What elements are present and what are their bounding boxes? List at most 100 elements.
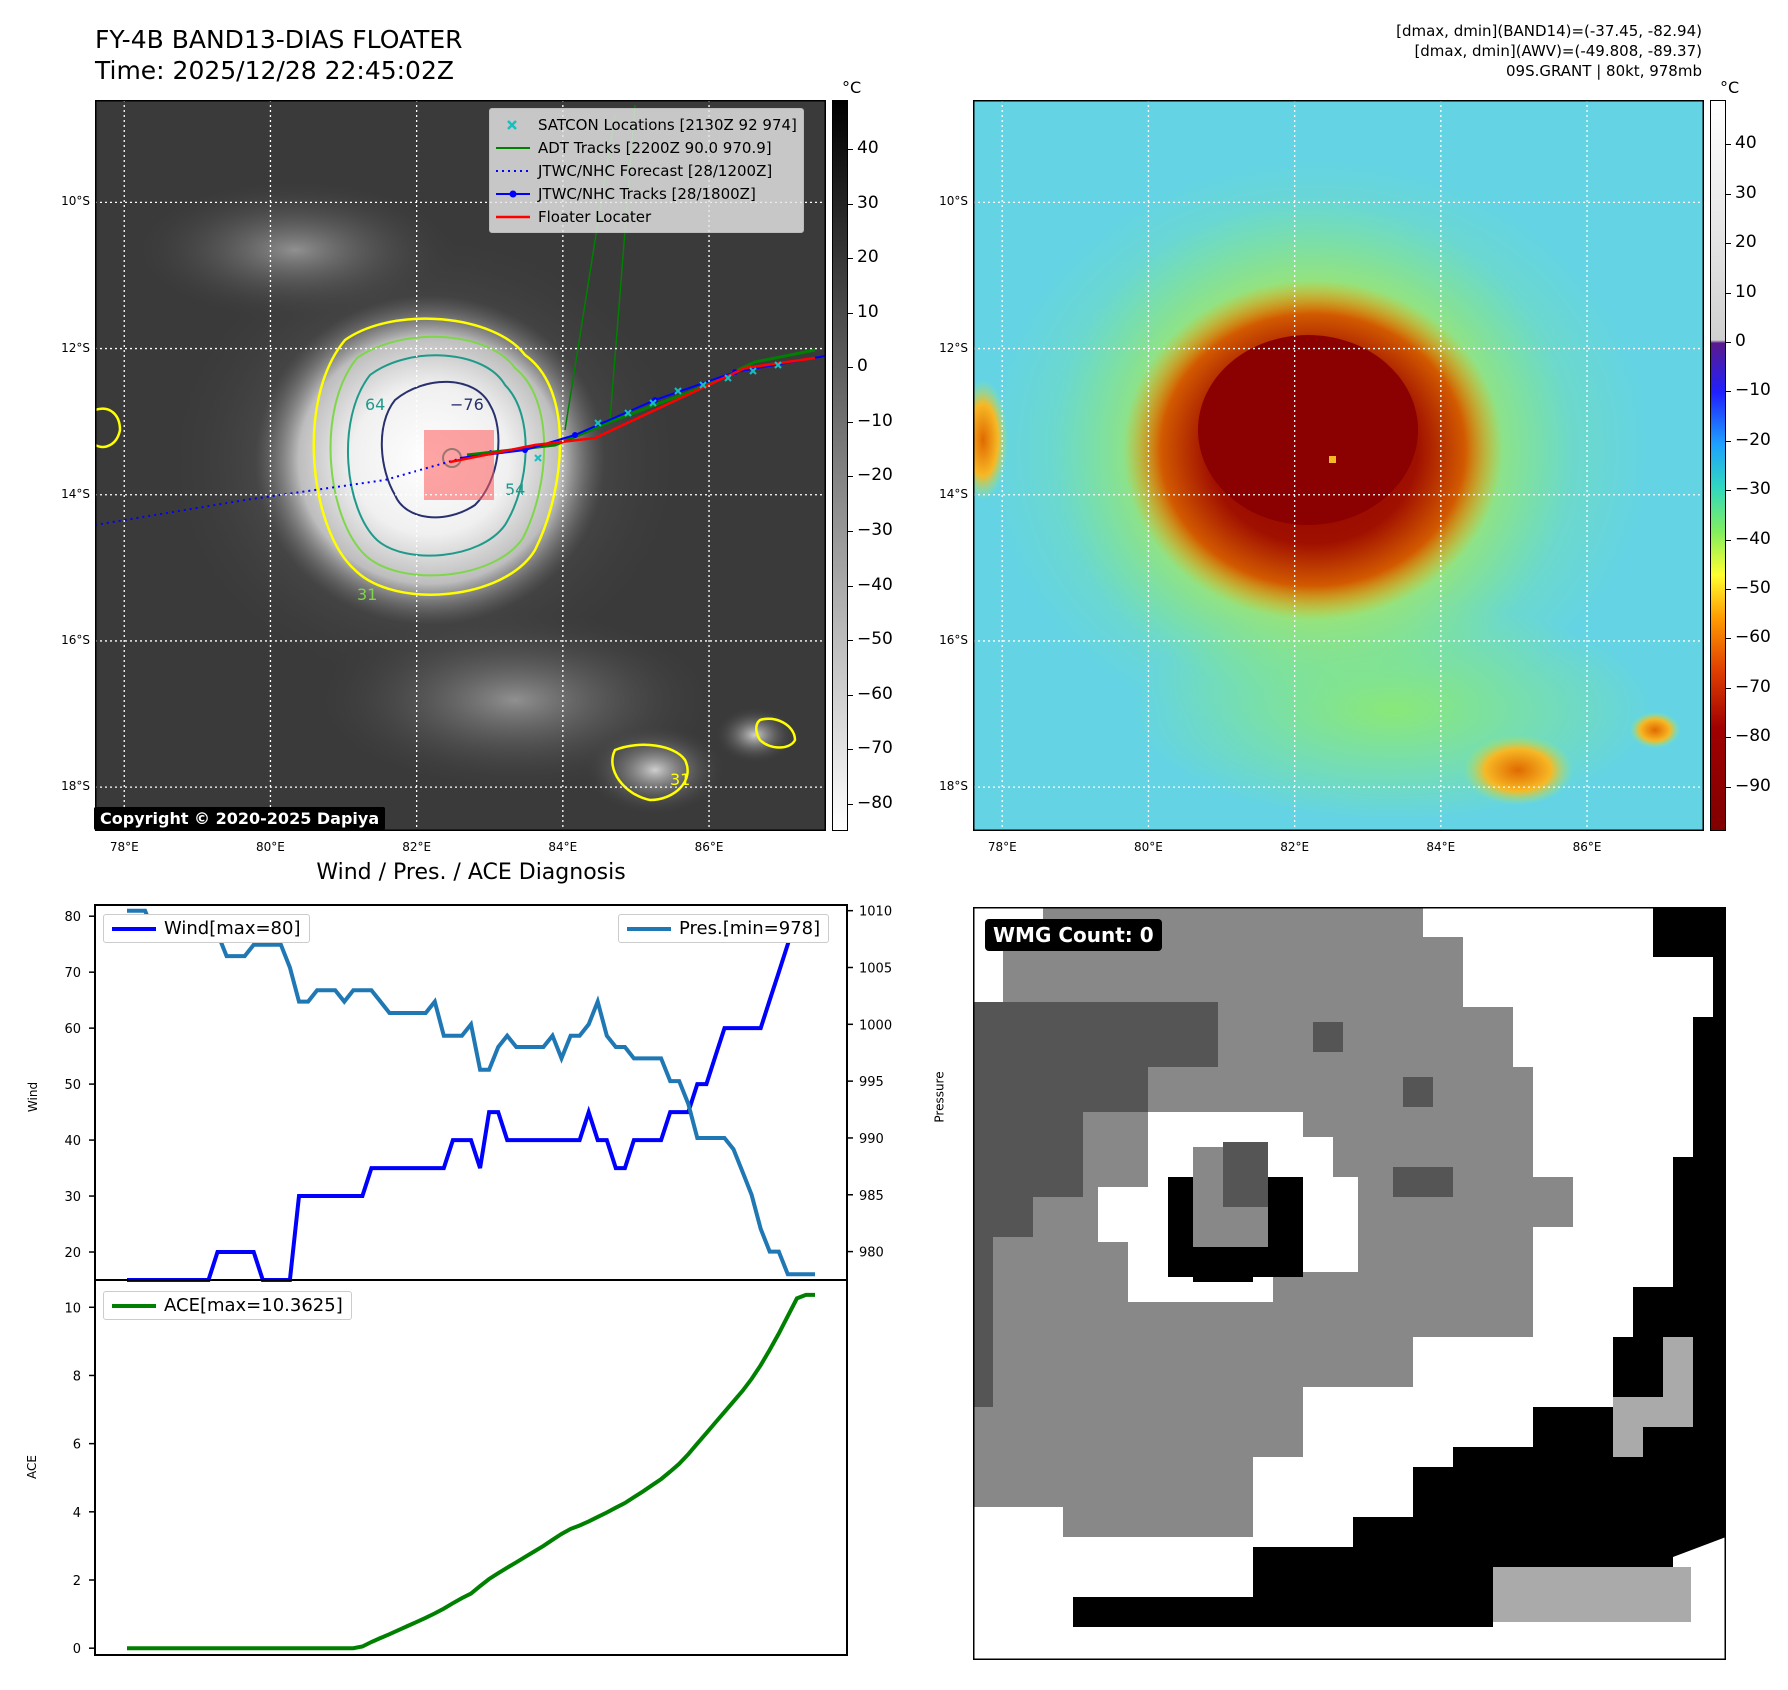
wind-tick-label: 70	[64, 966, 81, 981]
ace-tick-label: 0	[73, 1642, 81, 1657]
colorbar-tick-label: −10	[1735, 380, 1771, 401]
pressure-tick-label: 1000	[859, 1018, 892, 1033]
ace-plot-frame	[94, 1279, 848, 1656]
ir-legend: SATCON Locations [2130Z 92 974] ADT Trac…	[489, 108, 804, 233]
colorbar-tick	[1726, 342, 1731, 344]
awv-blob	[973, 380, 1008, 500]
colorbar-tick-label: 10	[1735, 281, 1757, 302]
diagnosis-chart[interactable]: 20 30 40 50 60 70 80 980 985 990 995 1000 1005 1010 0 2…	[0, 900, 942, 1680]
lat-tick-label: 18°S	[939, 779, 968, 794]
pressure-tick-label: 1005	[859, 962, 892, 977]
lat-tick-label: 10°S	[61, 194, 90, 209]
legend-entry-floater: Floater Locater	[496, 205, 797, 228]
colorbar-tick-label: 10	[857, 301, 879, 322]
legend-label: JTWC/NHC Forecast [28/1200Z]	[538, 161, 773, 180]
colorbar-tick	[848, 203, 853, 205]
colorbar-tick-label: 30	[857, 192, 879, 213]
pressure-axis-label: Pressure	[932, 1071, 947, 1123]
ir-lon-labels: 78°E 80°E 82°E 84°E 86°E	[95, 840, 826, 860]
awv-eye	[1329, 456, 1336, 463]
wind-tick-label: 40	[64, 1134, 81, 1149]
wmg-dark-region	[973, 1002, 1033, 1407]
wmg-eye-dark	[1193, 1252, 1253, 1282]
awv-frame	[973, 100, 1704, 831]
awv-colorbar	[1710, 100, 1726, 831]
colorbar-tick	[848, 640, 853, 642]
colorbar-tick-label: 0	[1735, 331, 1746, 352]
colorbar-tick-label: −70	[857, 738, 893, 759]
colorbar-tick	[848, 367, 853, 369]
colorbar-tick-label: −40	[1735, 528, 1771, 549]
lon-tick-label: 84°E	[1426, 840, 1456, 854]
wmg-lightgray-region	[1613, 1337, 1693, 1457]
line-icon	[496, 215, 530, 218]
colorbar-tick	[1726, 391, 1731, 393]
pressure-legend: Pres.[min=978]	[618, 914, 830, 943]
colorbar-tick	[1726, 588, 1731, 590]
lat-tick-label: 12°S	[61, 340, 90, 355]
contour-line	[95, 407, 122, 449]
legend-label: ADT Tracks [2200Z 90.0 970.9]	[538, 138, 772, 157]
lat-tick-label: 16°S	[61, 632, 90, 647]
colorbar-tick	[848, 749, 853, 751]
figure-title-line1: FY-4B BAND13-DIAS FLOATER	[95, 25, 463, 54]
wmg-eye-dark	[1223, 1142, 1268, 1207]
wind-legend-label: Wind[max=80]	[164, 918, 301, 939]
legend-label: SATCON Locations [2130Z 92 974]	[538, 115, 797, 134]
wmg-frame	[973, 907, 1726, 1660]
lon-tick-label: 78°E	[109, 840, 139, 854]
awv-colorbar-ticks: 40 30 20 10 0 −10 −20 −30 −40 −50 −60 −70 −80 −90	[1726, 100, 1786, 831]
pressure-tick-label: 995	[859, 1075, 884, 1090]
colorbar-tick	[848, 421, 853, 423]
dotted-line-icon	[496, 169, 530, 172]
wmg-dark-cell	[1393, 1167, 1453, 1197]
wind-series-line	[127, 914, 815, 1282]
line-icon	[627, 926, 671, 931]
legend-entry-satcon: SATCON Locations [2130Z 92 974]	[496, 113, 797, 136]
ace-tick-label: 8	[73, 1369, 81, 1384]
colorbar-tick	[848, 585, 853, 587]
wind-tick-label: 30	[64, 1190, 81, 1205]
dot-line-icon	[496, 190, 530, 197]
ir-gridlines	[95, 100, 826, 831]
colorbar-tick	[1726, 786, 1731, 788]
contour-line	[755, 717, 797, 749]
colorbar-tick-label: 30	[1735, 182, 1757, 203]
legend-entry-adt: ADT Tracks [2200Z 90.0 970.9]	[496, 136, 797, 159]
lat-tick-label: 18°S	[61, 779, 90, 794]
legend-entry-forecast: JTWC/NHC Forecast [28/1200Z]	[496, 159, 797, 182]
colorbar-tick	[1726, 440, 1731, 442]
lat-tick-label: 10°S	[939, 194, 968, 209]
wmg-lightgray-region	[1493, 1567, 1691, 1622]
colorbar-tick	[848, 149, 853, 151]
colorbar-tick	[1726, 144, 1731, 146]
lat-tick-label: 16°S	[939, 632, 968, 647]
colorbar-tick-label: −70	[1735, 676, 1771, 697]
satcon-points	[534, 361, 782, 462]
contour-line	[329, 335, 546, 577]
colorbar-tick-label: −50	[1735, 577, 1771, 598]
pressure-series-line	[127, 908, 815, 1277]
ir-blob-cloud	[715, 707, 795, 763]
awv-map-panel[interactable]	[973, 100, 1704, 831]
lon-tick-label: 86°E	[694, 840, 724, 854]
wmg-panel[interactable]	[973, 907, 1726, 1660]
contour-line	[380, 380, 500, 519]
lat-tick-label: 14°S	[939, 486, 968, 501]
lon-tick-label: 78°E	[987, 840, 1017, 854]
awv-colorbar-unit: °C	[1720, 78, 1740, 97]
colorbar-tick-label: 20	[1735, 232, 1757, 253]
colorbar-tick-label: −50	[857, 629, 893, 650]
ir-band-cloud	[135, 180, 455, 320]
contour-label: 31	[357, 585, 377, 604]
ace-tick-label: 10	[64, 1301, 81, 1316]
x-icon	[507, 119, 517, 130]
wind-axis-label: Wind	[26, 1081, 41, 1113]
pressure-tick-label: 980	[859, 1246, 884, 1261]
colorbar-tick-label: −20	[857, 465, 893, 486]
colorbar-tick	[848, 312, 853, 314]
wmg-dark-cell	[1403, 1077, 1433, 1107]
wind-plot-frame	[94, 904, 848, 1281]
colorbar-tick	[1726, 687, 1731, 689]
colorbar-tick-label: 40	[1735, 133, 1757, 154]
